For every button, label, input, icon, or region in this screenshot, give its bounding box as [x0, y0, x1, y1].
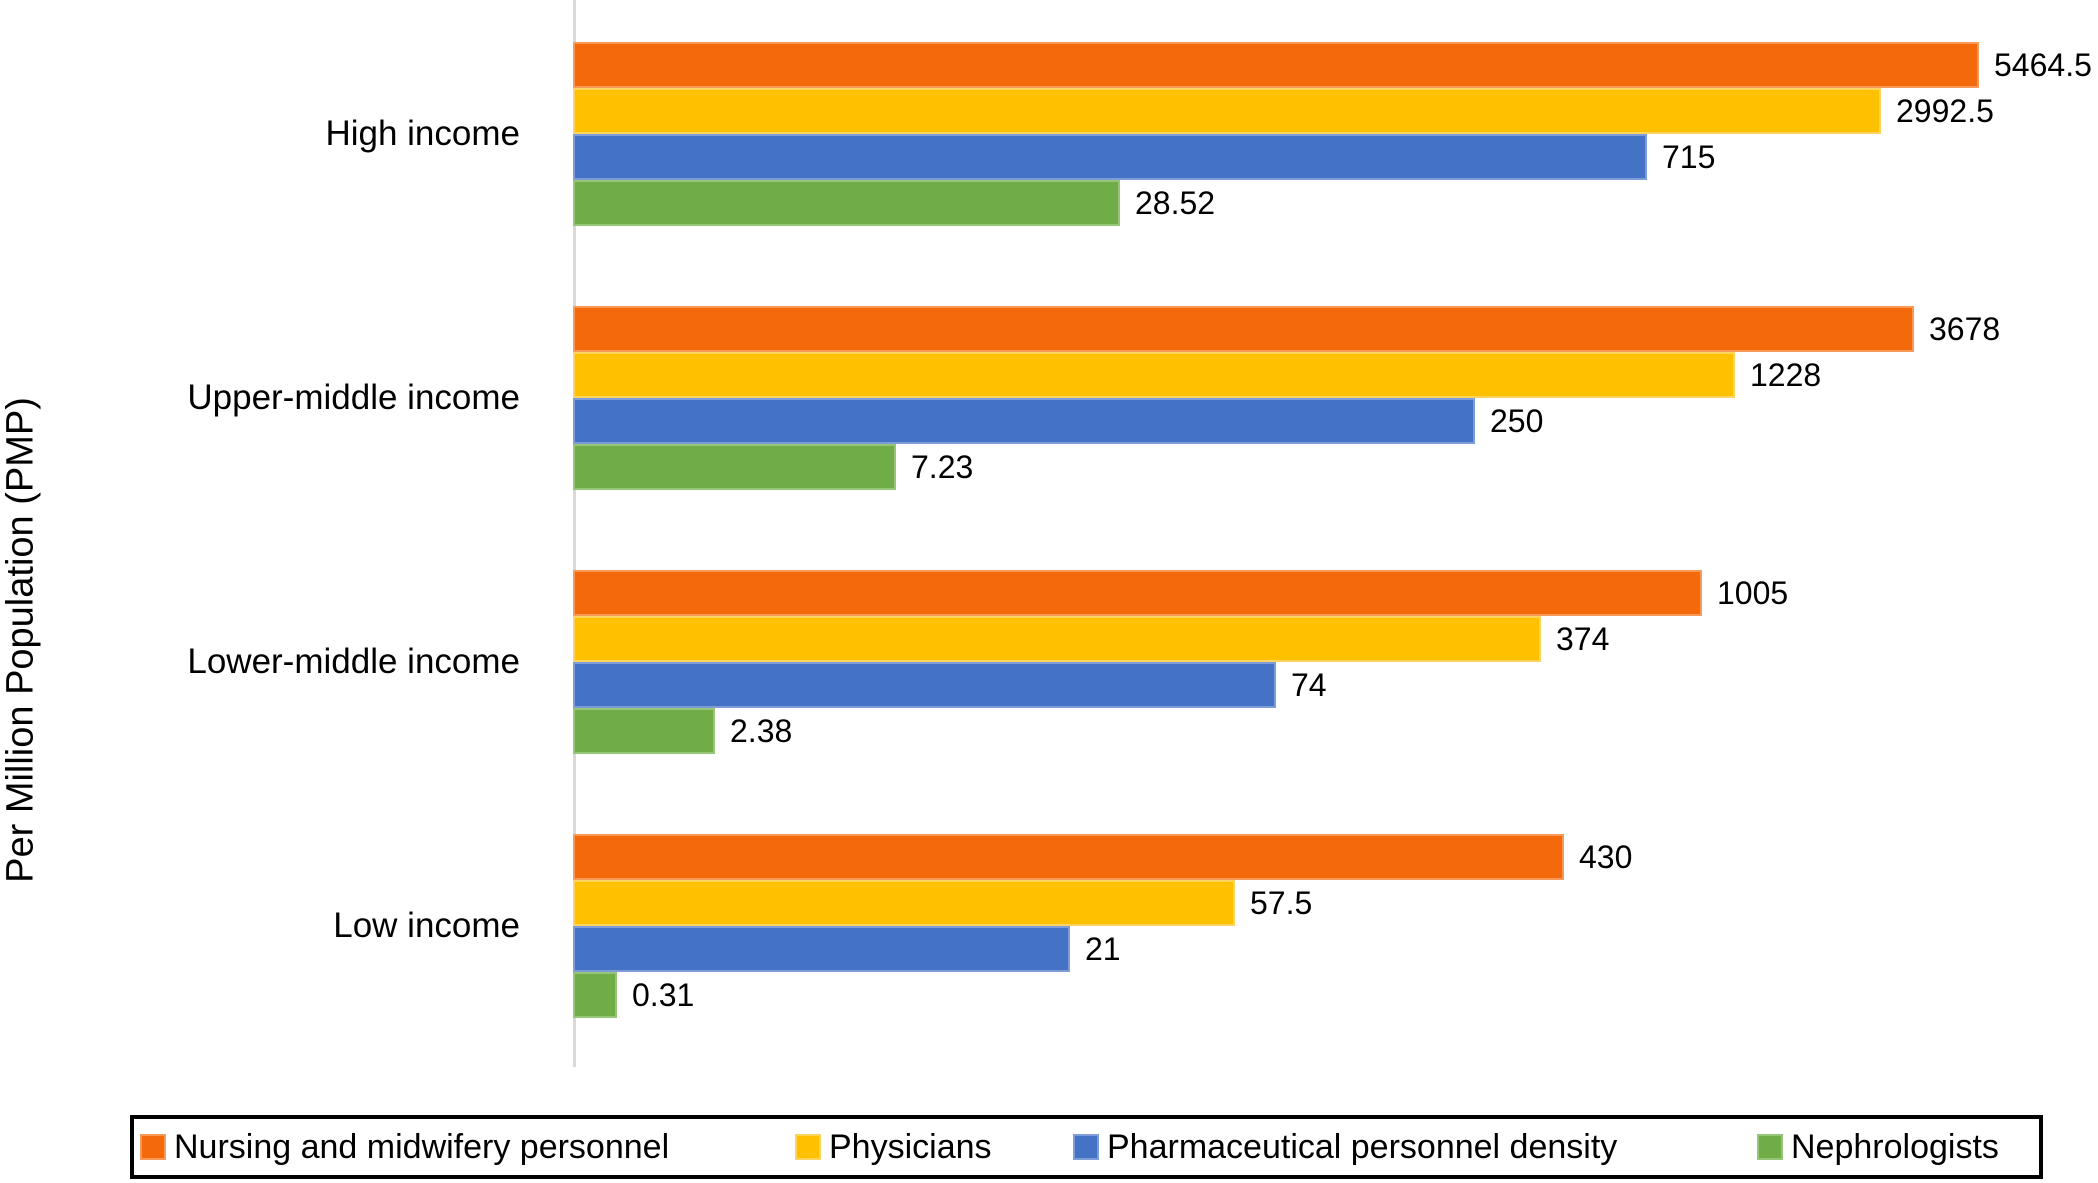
value-label: 3678 [1929, 311, 2001, 347]
bar [573, 662, 1276, 708]
value-label: 21 [1085, 931, 1121, 967]
value-label: 28.52 [1135, 185, 1216, 221]
legend-swatch-icon [140, 1134, 166, 1160]
legend-swatch-icon [1073, 1134, 1099, 1160]
legend-item: Nephrologists [1757, 1119, 1999, 1175]
legend-item: Nursing and midwifery personnel [140, 1119, 669, 1175]
value-label: 5464.5 [1994, 47, 2092, 83]
value-label: 715 [1662, 139, 1716, 175]
legend-swatch-icon [1757, 1134, 1783, 1160]
category-label: Low income [333, 906, 520, 945]
bar [573, 444, 896, 490]
bar [573, 708, 715, 754]
bar [573, 306, 1914, 352]
legend-item: Pharmaceutical personnel density [1073, 1119, 1617, 1175]
value-label: 1005 [1717, 575, 1789, 611]
bar [573, 398, 1475, 444]
bar [573, 570, 1702, 616]
value-label: 2.38 [730, 713, 793, 749]
bar [573, 88, 1881, 134]
bar [573, 42, 1979, 88]
bar [573, 834, 1564, 880]
legend-box: Nursing and midwifery personnel Physician… [130, 1115, 2043, 1179]
value-label: 1228 [1750, 357, 1822, 393]
legend-label: Nursing and midwifery personnel [174, 1127, 670, 1166]
bar [573, 926, 1070, 972]
value-label: 57.5 [1250, 885, 1313, 921]
legend-label: Nephrologists [1791, 1127, 1999, 1166]
value-label: 2992.5 [1896, 93, 1994, 129]
legend-label: Pharmaceutical personnel density [1107, 1127, 1618, 1166]
legend-label: Physicians [829, 1127, 992, 1166]
bar [573, 180, 1120, 226]
bar [573, 134, 1647, 180]
value-label: 430 [1579, 839, 1633, 875]
bar [573, 880, 1235, 926]
bar [573, 352, 1735, 398]
value-label: 7.23 [911, 449, 974, 485]
value-label: 0.31 [632, 977, 695, 1013]
category-label: Upper-middle income [187, 378, 520, 417]
value-label: 250 [1490, 403, 1544, 439]
category-label: Lower-middle income [187, 642, 520, 681]
value-label: 374 [1556, 621, 1610, 657]
bar [573, 972, 617, 1018]
bar [573, 616, 1541, 662]
legend-swatch-icon [795, 1134, 821, 1160]
value-label: 74 [1291, 667, 1327, 703]
category-axis-line [573, 0, 576, 1067]
legend-item: Physicians [795, 1119, 992, 1175]
category-label: High income [325, 114, 520, 153]
